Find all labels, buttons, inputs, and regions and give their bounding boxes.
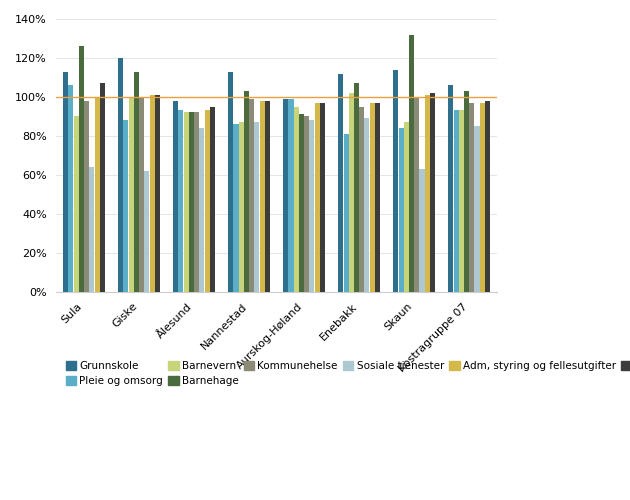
Bar — [178, 110, 183, 292]
Bar — [63, 72, 68, 292]
Bar — [343, 134, 348, 292]
Bar — [189, 112, 194, 292]
Bar — [79, 46, 84, 292]
Bar — [129, 97, 134, 292]
Bar — [338, 74, 343, 292]
Bar — [414, 97, 420, 292]
Bar — [234, 124, 239, 292]
Bar — [199, 128, 204, 292]
Bar — [239, 122, 244, 292]
Legend: Grunnskole, Pleie og omsorg, Barnevern, Barnehage, Kommunehelse, Sosiale tjenest: Grunnskole, Pleie og omsorg, Barnevern, … — [62, 356, 630, 390]
Bar — [123, 120, 129, 292]
Bar — [173, 101, 178, 292]
Bar — [210, 106, 215, 292]
Bar — [349, 93, 354, 292]
Bar — [94, 97, 100, 292]
Bar — [454, 110, 459, 292]
Bar — [304, 116, 309, 292]
Bar — [474, 126, 479, 292]
Bar — [155, 95, 160, 292]
Bar — [284, 99, 289, 292]
Bar — [375, 102, 380, 292]
Bar — [289, 99, 294, 292]
Bar — [100, 83, 105, 292]
Bar — [479, 102, 484, 292]
Bar — [399, 128, 404, 292]
Bar — [485, 101, 490, 292]
Bar — [139, 97, 144, 292]
Bar — [420, 169, 425, 292]
Bar — [118, 58, 123, 292]
Bar — [409, 34, 414, 292]
Bar — [134, 72, 139, 292]
Bar — [69, 85, 74, 292]
Bar — [255, 122, 260, 292]
Bar — [354, 83, 359, 292]
Bar — [144, 171, 149, 292]
Bar — [370, 102, 375, 292]
Bar — [430, 93, 435, 292]
Bar — [194, 112, 199, 292]
Bar — [309, 120, 314, 292]
Bar — [320, 102, 325, 292]
Bar — [299, 114, 304, 292]
Bar — [294, 106, 299, 292]
Bar — [228, 72, 233, 292]
Bar — [449, 85, 454, 292]
Bar — [393, 70, 398, 292]
Bar — [149, 95, 154, 292]
Bar — [84, 101, 89, 292]
Bar — [74, 116, 79, 292]
Bar — [244, 91, 249, 292]
Bar — [364, 118, 369, 292]
Bar — [464, 91, 469, 292]
Bar — [184, 112, 189, 292]
Bar — [469, 102, 474, 292]
Bar — [425, 95, 430, 292]
Bar — [404, 122, 409, 292]
Bar — [205, 110, 210, 292]
Bar — [314, 102, 319, 292]
Bar — [89, 167, 94, 292]
Bar — [265, 101, 270, 292]
Bar — [459, 110, 464, 292]
Bar — [249, 99, 255, 292]
Bar — [359, 106, 364, 292]
Bar — [260, 101, 265, 292]
